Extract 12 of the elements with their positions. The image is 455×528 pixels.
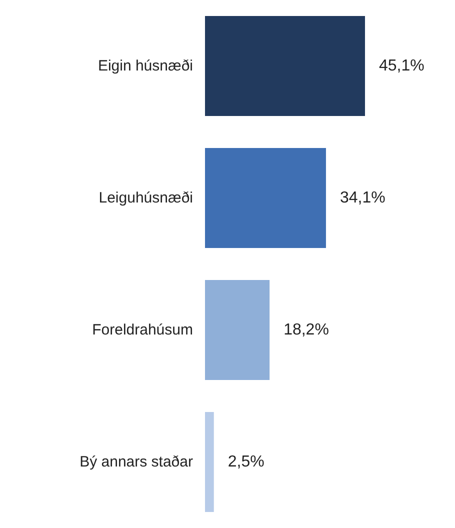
y-tick-label: Eigin húsnæði [98,58,193,74]
data-label: 18,2% [284,322,329,338]
bar [205,412,214,512]
bar [205,280,270,380]
data-label: 34,1% [340,190,386,206]
data-label: 45,1% [379,58,424,74]
y-tick-label: Leiguhúsnæði [98,190,193,206]
y-tick-label: Foreldrahúsum [92,322,193,338]
bar [205,16,365,116]
data-label: 2,5% [228,454,264,470]
y-tick-label: Bý annars staðar [80,454,193,470]
bar [205,148,326,248]
